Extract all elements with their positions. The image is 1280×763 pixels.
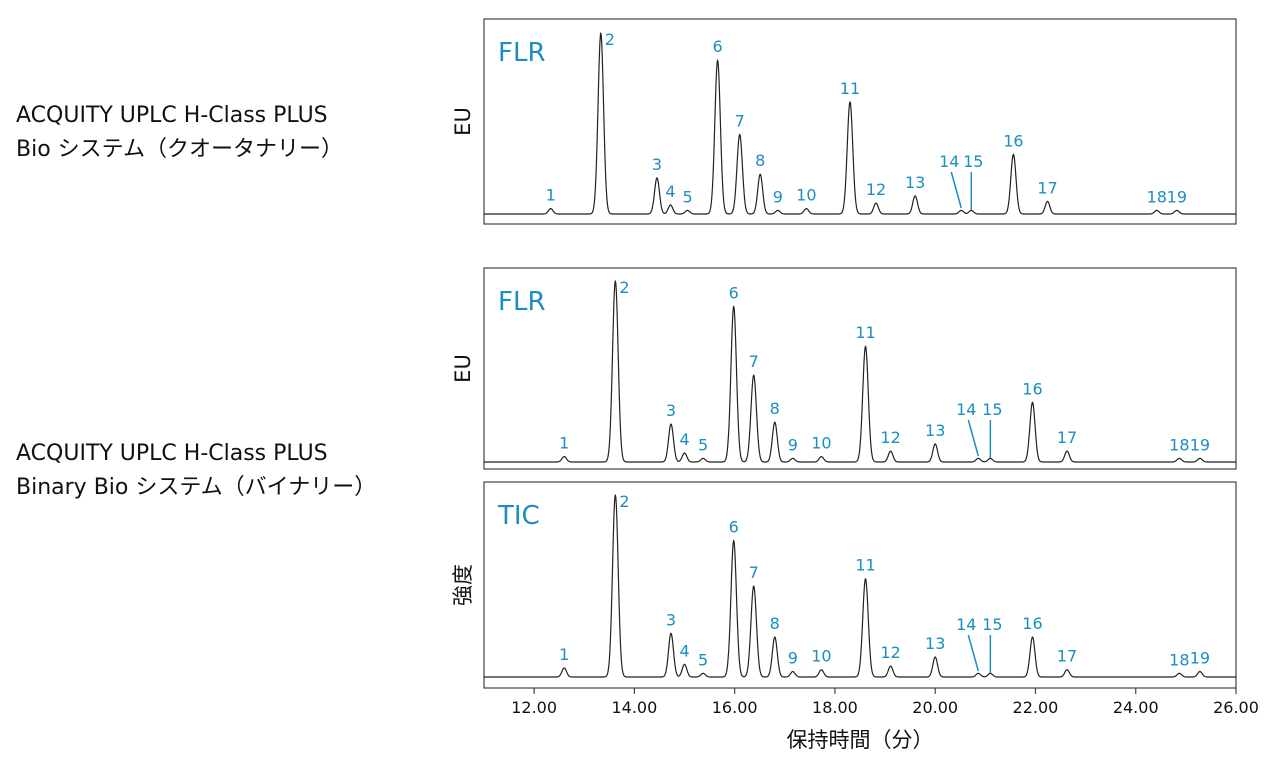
peak-label-2: 2: [605, 30, 615, 49]
peak-label-6: 6: [729, 283, 739, 302]
peak-label-16: 16: [1022, 379, 1042, 398]
panel-name: TIC: [497, 501, 540, 531]
peak-label-18: 18: [1169, 650, 1189, 669]
peak-label-7: 7: [749, 563, 759, 582]
peak-label-9: 9: [788, 649, 798, 668]
peak-label-2: 2: [619, 278, 629, 297]
peak-label-12: 12: [866, 180, 886, 199]
x-tick-label: 20.00: [912, 698, 958, 717]
panel-name: FLR: [498, 287, 546, 317]
chromatogram-trace: [483, 32, 1237, 215]
x-tick-label: 24.00: [1113, 698, 1159, 717]
y-axis-label: 強度: [451, 564, 475, 606]
peak-label-3: 3: [666, 610, 676, 629]
peak-14-leader: [967, 634, 980, 672]
x-tick-label: 18.00: [812, 698, 858, 717]
peak-label-5: 5: [698, 650, 708, 669]
peak-label-19: 19: [1167, 187, 1187, 206]
chromatogram-trace: [483, 280, 1237, 463]
x-tick-label: 22.00: [1013, 698, 1059, 717]
peak-label-1: 1: [559, 434, 569, 453]
peak-label-10: 10: [811, 434, 831, 453]
peak-label-14: 14: [956, 400, 976, 419]
peak-label-6: 6: [713, 37, 723, 56]
peak-label-8: 8: [770, 614, 780, 633]
peak-label-6: 6: [729, 518, 739, 537]
peak-label-15: 15: [982, 400, 1002, 419]
x-tick-label: 26.00: [1213, 698, 1259, 717]
peak-label-7: 7: [735, 111, 745, 130]
x-tick-label: 16.00: [712, 698, 758, 717]
system-label-binary-line2: Binary Bio システム（バイナリー）: [16, 475, 377, 500]
peak-label-16: 16: [1022, 614, 1042, 633]
peak-14-leader: [950, 171, 962, 209]
peak-label-3: 3: [666, 401, 676, 420]
peak-label-11: 11: [840, 79, 860, 98]
system-label-quaternary-line1: ACQUITY UPLC H-Class PLUS: [16, 103, 328, 128]
peak-label-4: 4: [665, 182, 675, 201]
peak-label-8: 8: [755, 151, 765, 170]
x-tick-label: 14.00: [611, 698, 657, 717]
peak-label-1: 1: [559, 645, 569, 664]
system-label-binary-line1: ACQUITY UPLC H-Class PLUS: [16, 441, 328, 466]
peak-label-18: 18: [1169, 435, 1189, 454]
peak-label-14: 14: [956, 615, 976, 634]
peak-label-7: 7: [749, 352, 759, 371]
peak-label-5: 5: [698, 435, 708, 454]
peak-label-17: 17: [1057, 647, 1077, 666]
chromatogram-trace: [483, 494, 1237, 678]
peak-label-13: 13: [925, 634, 945, 653]
peak-label-19: 19: [1190, 435, 1210, 454]
y-axis-label: EU: [451, 354, 475, 383]
panel-frame: [483, 18, 1237, 225]
peak-label-8: 8: [770, 399, 780, 418]
y-axis-label: EU: [451, 107, 475, 136]
peak-label-5: 5: [682, 187, 692, 206]
peak-label-17: 17: [1057, 428, 1077, 447]
peak-14-leader: [967, 419, 980, 457]
system-label-quaternary: ACQUITY UPLC H-Class PLUS Bio システム（クオータナ…: [16, 99, 343, 167]
peak-label-4: 4: [679, 430, 689, 449]
peak-label-13: 13: [925, 421, 945, 440]
x-axis-label: 保持時間（分）: [787, 728, 934, 752]
peak-label-15: 15: [963, 152, 983, 171]
peak-label-2: 2: [619, 492, 629, 511]
peak-label-3: 3: [652, 155, 662, 174]
peak-label-13: 13: [905, 173, 925, 192]
peak-label-17: 17: [1037, 178, 1057, 197]
peak-label-10: 10: [796, 186, 816, 205]
peak-label-12: 12: [880, 428, 900, 447]
peak-label-9: 9: [773, 187, 783, 206]
peak-label-11: 11: [855, 323, 875, 342]
peak-label-16: 16: [1003, 131, 1023, 150]
panel-name: FLR: [498, 38, 546, 68]
peak-label-9: 9: [788, 435, 798, 454]
peak-label-12: 12: [880, 643, 900, 662]
system-label-quaternary-line2: Bio システム（クオータナリー）: [16, 137, 343, 162]
x-tick-label: 12.00: [511, 698, 557, 717]
peak-label-10: 10: [811, 647, 831, 666]
peak-label-18: 18: [1147, 187, 1167, 206]
peak-label-19: 19: [1190, 649, 1210, 668]
peak-label-11: 11: [855, 556, 875, 575]
peak-label-15: 15: [982, 615, 1002, 634]
system-label-binary: ACQUITY UPLC H-Class PLUS Binary Bio システ…: [16, 437, 376, 505]
peak-label-1: 1: [546, 186, 556, 205]
peak-label-14: 14: [939, 152, 959, 171]
peak-label-4: 4: [679, 641, 689, 660]
